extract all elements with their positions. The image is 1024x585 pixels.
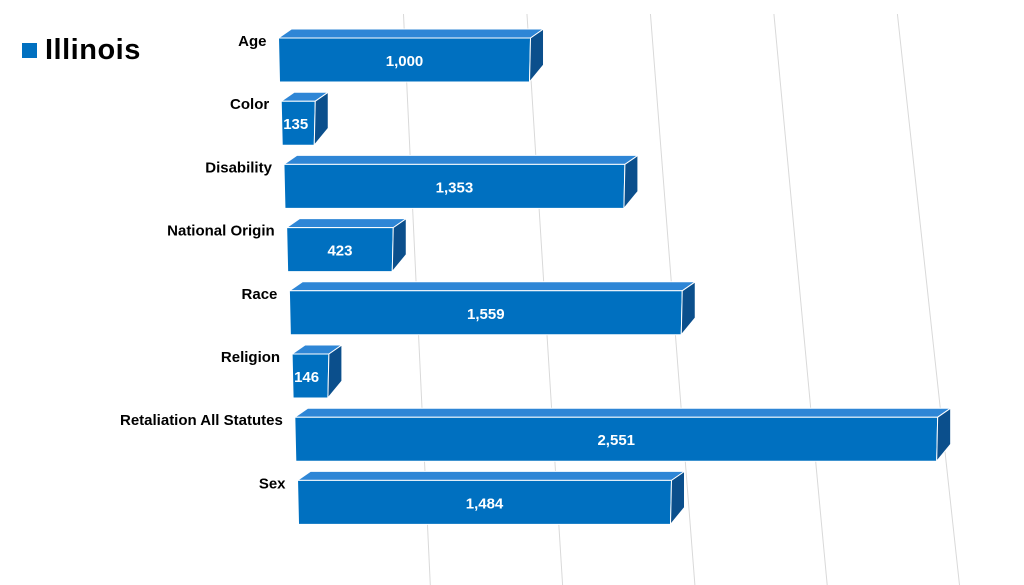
bar [293, 407, 953, 463]
category-labels: Age Color Disability National Origin Race Rel… [120, 33, 286, 492]
bar-side-face [669, 470, 686, 526]
category-label: Race [242, 286, 278, 303]
bar-side-face [313, 91, 329, 147]
value-label: 2,551 [597, 432, 635, 449]
bar [276, 28, 546, 84]
bar [279, 91, 330, 147]
value-label: 1,484 [466, 495, 504, 512]
legend-swatch [22, 43, 37, 58]
value-label: 146 [294, 369, 319, 386]
bar [295, 470, 687, 526]
bar-top-face [287, 281, 697, 292]
legend: Illinois [22, 34, 141, 67]
category-label: Sex [259, 475, 286, 492]
bar-top-face [276, 28, 546, 39]
bar-top-face [285, 218, 408, 229]
gridline [896, 13, 960, 585]
category-label: Age [238, 33, 266, 50]
category-label: Color [230, 96, 269, 113]
bar [287, 280, 697, 337]
bar [285, 217, 408, 274]
category-label: Disability [205, 159, 272, 176]
bar-side-face [391, 217, 407, 274]
bar-top-face [282, 154, 640, 165]
bar [282, 154, 640, 210]
value-label: 1,000 [386, 53, 424, 70]
category-label: National Origin [167, 223, 275, 240]
bar-side-face [680, 280, 696, 337]
bar-top-face [295, 470, 687, 481]
bar-side-face [528, 28, 545, 84]
value-label: 135 [283, 116, 308, 133]
legend-label: Illinois [45, 34, 141, 66]
category-label: Retaliation All Statutes [120, 412, 283, 429]
category-label: Religion [221, 349, 280, 366]
value-labels: 1,000 135 1,353 423 1,559 146 2,551 1,484 [283, 53, 635, 512]
value-label: 1,559 [467, 306, 505, 323]
value-label: 423 [327, 243, 352, 260]
gridline [773, 13, 828, 585]
bar [290, 344, 344, 400]
value-label: 1,353 [436, 179, 474, 196]
bar-side-face [623, 154, 639, 210]
bar-top-face [293, 407, 953, 418]
bars [276, 28, 953, 526]
bar-side-face [327, 344, 343, 400]
bar-side-face [936, 407, 952, 463]
